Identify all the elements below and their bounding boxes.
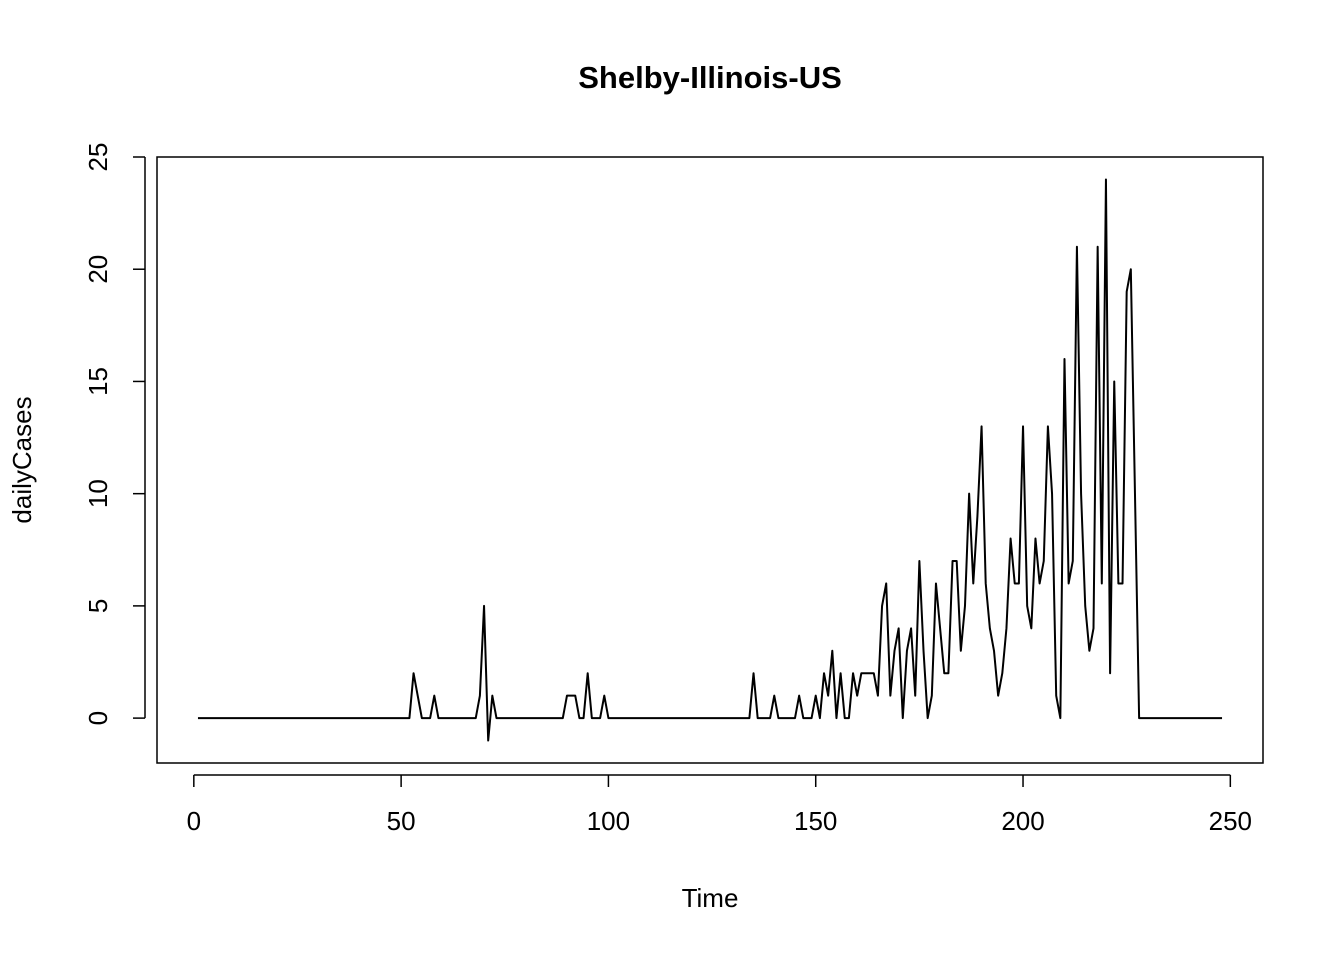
y-tick-label: 5 [83,599,113,613]
data-line [197,178,1223,742]
y-axis-label: dailyCases [7,396,37,523]
chart-title: Shelby-Illinois-US [578,60,842,95]
y-tick-label: 25 [83,143,113,172]
x-tick-label: 250 [1209,806,1252,836]
x-tick-label: 150 [794,806,837,836]
y-tick-label: 20 [83,255,113,284]
x-axis-label: Time [682,883,739,913]
plot-box [156,156,1264,764]
x-tick-label: 0 [187,806,201,836]
x-tick-label: 50 [387,806,416,836]
x-tick-label: 100 [587,806,630,836]
y-tick-label: 0 [83,711,113,725]
y-tick-label: 15 [83,367,113,396]
y-tick-label: 10 [83,479,113,508]
x-tick-label: 200 [1001,806,1044,836]
